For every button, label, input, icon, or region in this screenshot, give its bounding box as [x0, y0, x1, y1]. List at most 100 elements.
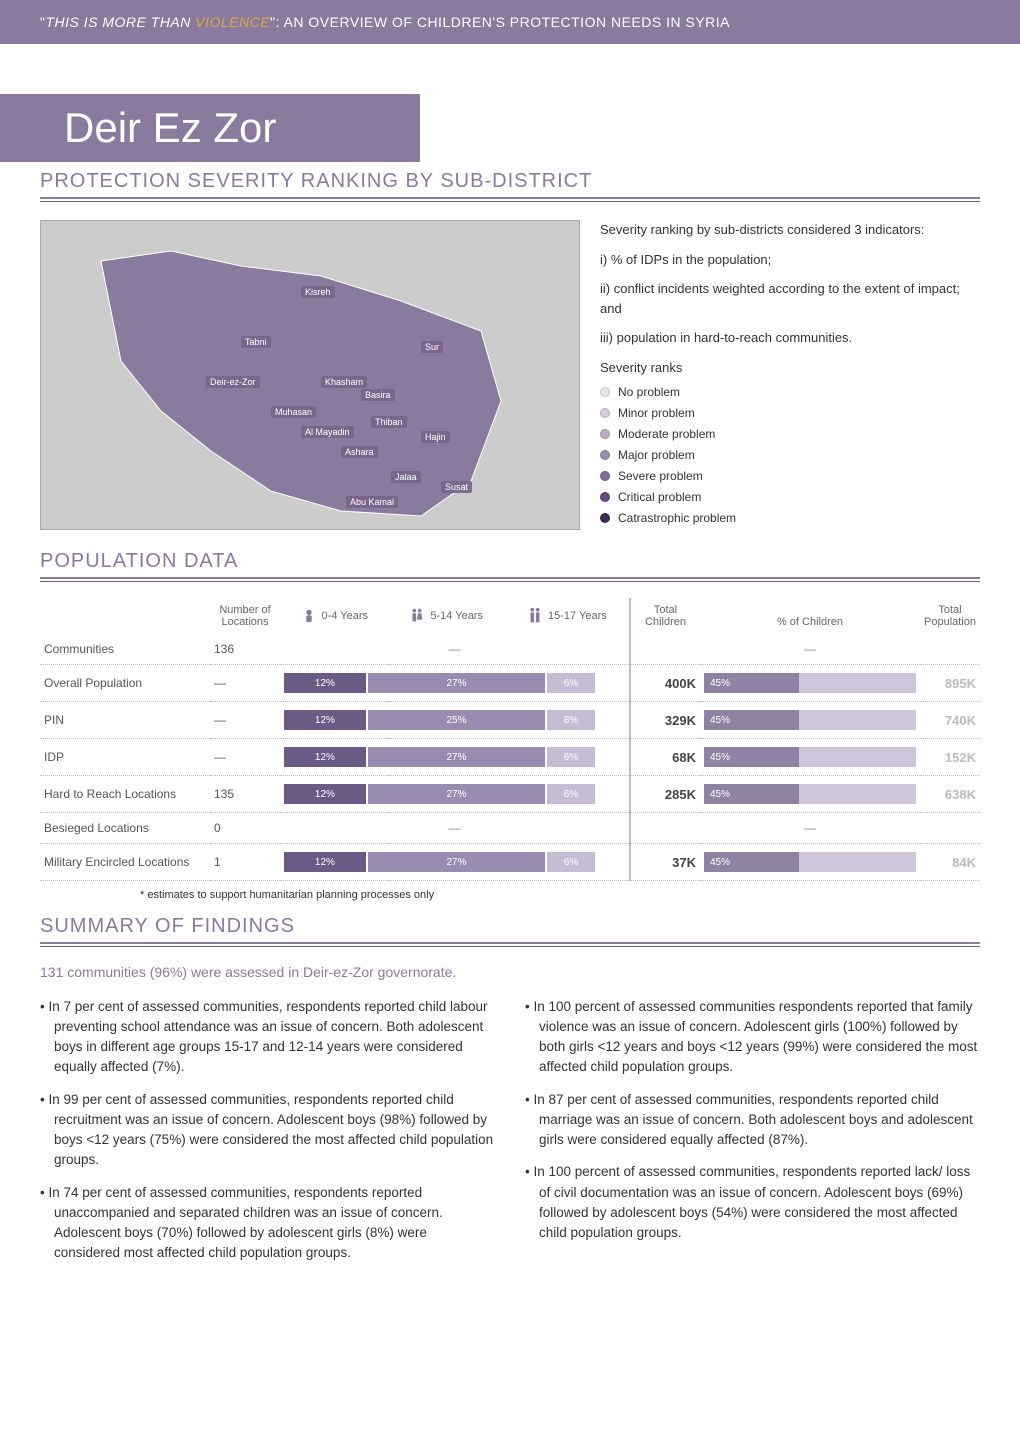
row-locations: 0	[210, 813, 280, 844]
row-total-population: 152K	[920, 739, 980, 776]
row-age-bars: 12%27%6%	[280, 665, 630, 702]
row-pct-children: 45%	[700, 739, 920, 776]
table-row: Overall Population—12%27%6%400K45%895K	[40, 665, 980, 702]
row-total-children: 400K	[630, 665, 700, 702]
row-pct-children: —	[700, 634, 920, 665]
age1-label: 0-4 Years	[322, 610, 368, 622]
map-district-label: Ashara	[341, 446, 378, 458]
severity-info: Severity ranking by sub-districts consid…	[600, 220, 980, 530]
pct-fill: 45%	[704, 710, 799, 730]
severity-map: KisrehTabniSurDeir-ez-ZorKhashamBasiraMu…	[40, 220, 580, 530]
child-icon	[408, 607, 426, 625]
divider	[40, 581, 980, 582]
severity-indicator-1: i) % of IDPs in the population;	[600, 250, 980, 270]
row-total-children: 68K	[630, 739, 700, 776]
row-locations: 1	[210, 844, 280, 881]
row-locations: 136	[210, 634, 280, 665]
map-district-label: Abu Kamal	[346, 496, 398, 508]
severity-dot-icon	[600, 492, 610, 502]
map-district-label: Sur	[421, 341, 443, 353]
severity-rank-label: Critical problem	[618, 488, 701, 506]
severity-rank-item: Catrastrophic problem	[600, 509, 980, 527]
row-age-bars: —	[280, 813, 630, 844]
severity-dot-icon	[600, 429, 610, 439]
severity-indicator-2: ii) conflict incidents weighted accordin…	[600, 279, 980, 318]
row-total-children: 285K	[630, 776, 700, 813]
severity-rank-label: Severe problem	[618, 467, 703, 485]
row-total-population	[920, 813, 980, 844]
pct-fill: 45%	[704, 747, 799, 767]
row-label: PIN	[40, 702, 210, 739]
row-locations: —	[210, 739, 280, 776]
bar-segment: 12%	[284, 784, 366, 804]
summary-bullet: In 99 per cent of assessed communities, …	[40, 1090, 495, 1171]
map-district-label: Deir-ez-Zor	[206, 376, 260, 388]
severity-ranks-list: No problem Minor problem Moderate problem M…	[600, 383, 980, 527]
bar-segment: 12%	[284, 852, 366, 872]
row-total-children	[630, 813, 700, 844]
severity-dot-icon	[600, 450, 610, 460]
row-total-population: 740K	[920, 702, 980, 739]
pct-fill: 45%	[704, 673, 799, 693]
bar-segment: 12%	[284, 710, 366, 730]
row-pct-children: 45%	[700, 776, 920, 813]
severity-dot-icon	[600, 471, 610, 481]
severity-rank-label: Moderate problem	[618, 425, 715, 443]
header-italic: THIS IS MORE THAN	[45, 14, 190, 30]
map-district-label: Hajin	[421, 431, 450, 443]
header-rest: ": AN OVERVIEW OF CHILDREN'S PROTECTION …	[270, 14, 730, 30]
row-label: Hard to Reach Locations	[40, 776, 210, 813]
row-age-bars: 12%25%8%	[280, 702, 630, 739]
row-label: Overall Population	[40, 665, 210, 702]
row-label: Besieged Locations	[40, 813, 210, 844]
row-locations: —	[210, 702, 280, 739]
age2-label: 5-14 Years	[430, 610, 483, 622]
severity-indicator-3: iii) population in hard-to-reach communi…	[600, 328, 980, 348]
map-district-label: Tabni	[241, 336, 271, 348]
row-total-children	[630, 634, 700, 665]
severity-dot-icon	[600, 387, 610, 397]
divider	[40, 946, 980, 947]
row-pct-children: 45%	[700, 665, 920, 702]
col-total-pop: Total Population	[920, 598, 980, 634]
row-label: Military Encircled Locations	[40, 844, 210, 881]
col-total-children: Total Children	[630, 598, 700, 634]
row-pct-children: —	[700, 813, 920, 844]
row-total-children: 37K	[630, 844, 700, 881]
section-heading-severity: PROTECTION SEVERITY RANKING BY SUB-DISTR…	[40, 170, 980, 199]
row-pct-children: 45%	[700, 702, 920, 739]
pct-fill: 45%	[704, 784, 799, 804]
row-total-population: 638K	[920, 776, 980, 813]
table-footnote: * estimates to support humanitarian plan…	[140, 889, 980, 901]
row-label: Communities	[40, 634, 210, 665]
header-violence: VIOLENCE	[195, 14, 270, 30]
row-age-bars: 12%27%6%	[280, 739, 630, 776]
row-total-children: 329K	[630, 702, 700, 739]
table-row: Hard to Reach Locations13512%27%6%285K45…	[40, 776, 980, 813]
page-header: " THIS IS MORE THAN VIOLENCE ": AN OVERV…	[0, 0, 1020, 44]
col-age-1517: 15-17 Years	[504, 598, 630, 634]
severity-rank-label: No problem	[618, 383, 680, 401]
severity-rank-label: Minor problem	[618, 404, 695, 422]
row-locations: 135	[210, 776, 280, 813]
bar-segment: 27%	[368, 673, 545, 693]
summary-bullet: In 100 percent of assessed communities r…	[525, 997, 980, 1078]
bar-segment: 25%	[368, 710, 545, 730]
severity-rank-item: Severe problem	[600, 467, 980, 485]
row-age-bars: 12%27%6%	[280, 844, 630, 881]
infant-icon	[300, 607, 318, 625]
summary-bullet: In 7 per cent of assessed communities, r…	[40, 997, 495, 1078]
population-table: Number of Locations 0-4 Years 5-14 Years	[40, 598, 980, 881]
severity-ranks-title: Severity ranks	[600, 358, 980, 378]
map-district-label: Muhasan	[271, 406, 316, 418]
severity-rank-item: No problem	[600, 383, 980, 401]
summary-columns: In 7 per cent of assessed communities, r…	[40, 997, 980, 1266]
severity-rank-label: Major problem	[618, 446, 695, 464]
row-locations: —	[210, 665, 280, 702]
severity-rank-item: Critical problem	[600, 488, 980, 506]
section-heading-summary: SUMMARY OF FINDINGS	[40, 915, 980, 944]
severity-rank-item: Moderate problem	[600, 425, 980, 443]
map-district-label: Thiban	[371, 416, 407, 428]
col-age-514: 5-14 Years	[388, 598, 504, 634]
severity-rank-item: Minor problem	[600, 404, 980, 422]
